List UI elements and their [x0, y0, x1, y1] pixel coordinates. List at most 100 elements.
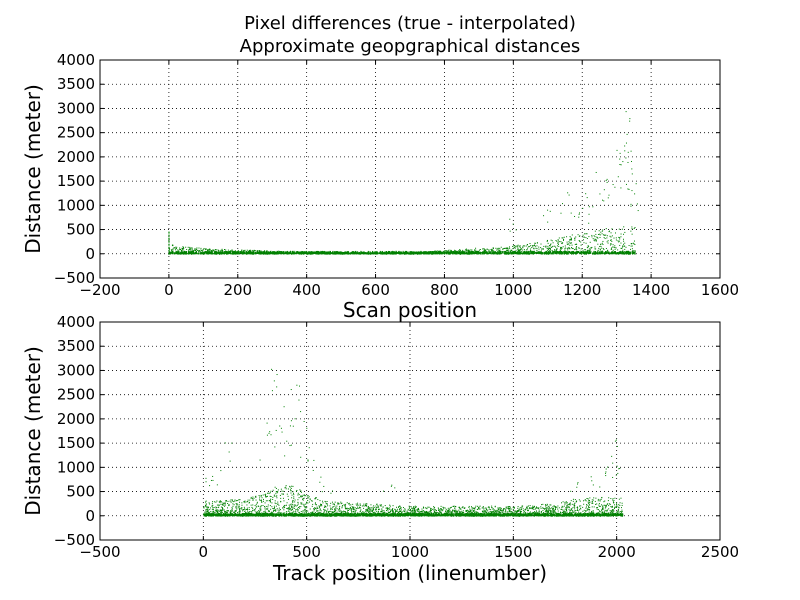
data-point: [233, 252, 235, 255]
data-point: [569, 242, 571, 244]
data-point: [486, 511, 488, 513]
data-point: [548, 251, 550, 254]
data-point: [564, 249, 566, 251]
data-point: [200, 247, 202, 249]
data-point: [222, 504, 224, 506]
data-point: [567, 249, 569, 251]
data-point: [532, 245, 534, 247]
data-point: [259, 496, 261, 498]
data-point: [455, 253, 457, 255]
data-point: [542, 503, 544, 505]
data-point: [545, 250, 547, 253]
data-point: [264, 511, 266, 513]
data-point: [175, 246, 177, 248]
data-point: [304, 252, 306, 254]
data-point: [307, 496, 309, 498]
data-point: [434, 252, 436, 255]
data-point: [333, 252, 335, 254]
data-point: [504, 247, 506, 249]
data-point: [599, 234, 601, 236]
data-point: [385, 251, 387, 254]
data-point: [492, 247, 494, 249]
data-point: [631, 252, 633, 254]
data-point: [631, 233, 633, 235]
data-point: [484, 250, 486, 252]
data-point: [457, 511, 459, 513]
data-point: [339, 511, 341, 513]
data-point: [444, 252, 446, 255]
data-point: [277, 503, 279, 505]
data-point: [275, 503, 277, 505]
data-point: [633, 251, 635, 254]
data-point: [486, 248, 488, 250]
data-point: [535, 510, 537, 512]
data-point: [233, 251, 235, 254]
data-point: [604, 507, 606, 509]
data-point: [214, 251, 216, 253]
data-point: [194, 251, 196, 254]
data-point: [282, 251, 284, 253]
data-point: [477, 505, 479, 507]
data-point: [499, 250, 501, 253]
data-point: [478, 253, 480, 255]
data-point: [198, 247, 200, 249]
data-point: [619, 244, 621, 246]
data-point: [574, 237, 576, 239]
data-point: [239, 251, 241, 254]
data-point: [241, 253, 243, 255]
data-point: [566, 506, 568, 508]
data-point: [613, 237, 615, 239]
x-tick-label: 0: [164, 281, 174, 299]
data-point: [503, 508, 505, 510]
data-point: [491, 249, 493, 251]
data-point: [314, 502, 316, 504]
data-point: [450, 512, 452, 514]
data-point: [276, 497, 278, 499]
data-point: [177, 252, 179, 255]
data-point: [478, 251, 480, 254]
data-point: [538, 251, 540, 254]
data-point: [293, 505, 295, 507]
data-point: [288, 251, 290, 253]
outlier-point: [626, 133, 628, 135]
data-point: [431, 251, 433, 254]
data-point: [618, 507, 620, 509]
data-point: [298, 497, 300, 499]
data-point: [295, 505, 297, 507]
data-point: [506, 511, 508, 513]
data-point: [248, 501, 250, 503]
data-point: [601, 233, 603, 235]
data-point: [513, 246, 515, 248]
data-point: [568, 253, 570, 255]
data-point: [283, 252, 285, 255]
data-point: [510, 511, 512, 513]
data-point: [300, 506, 302, 508]
data-point: [529, 246, 531, 248]
data-point: [526, 507, 528, 509]
data-point: [536, 248, 538, 250]
data-point: [585, 251, 587, 254]
data-point: [221, 509, 223, 511]
data-point: [292, 251, 294, 253]
data-point: [230, 253, 232, 255]
data-point: [580, 244, 582, 246]
data-point: [217, 251, 219, 254]
outlier-point: [619, 164, 621, 166]
data-point: [514, 251, 516, 254]
data-point: [381, 251, 383, 254]
data-point: [425, 511, 427, 513]
data-point: [607, 500, 609, 502]
data-point: [402, 252, 404, 255]
data-point: [231, 508, 233, 510]
data-point: [450, 249, 452, 251]
data-point: [484, 248, 486, 250]
data-point: [471, 509, 473, 511]
data-point: [516, 511, 518, 513]
data-point: [392, 510, 394, 512]
data-point: [482, 251, 484, 253]
data-point: [527, 247, 529, 249]
data-point: [495, 251, 497, 254]
data-point: [218, 252, 220, 254]
data-point: [566, 252, 568, 255]
data-point: [467, 252, 469, 255]
